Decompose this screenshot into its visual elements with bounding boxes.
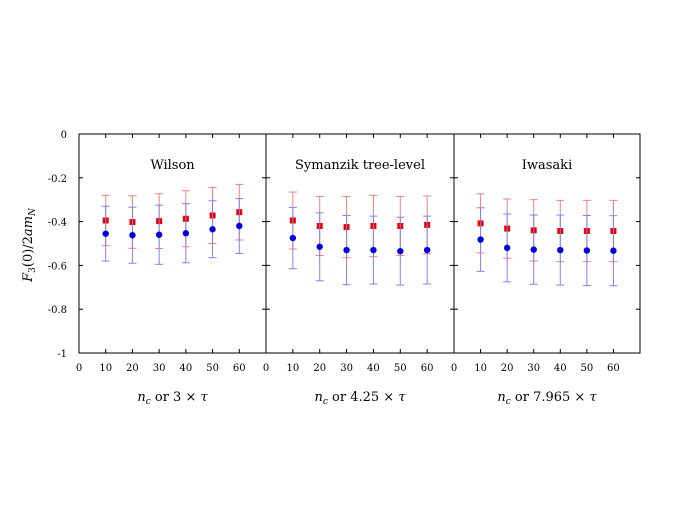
x-tick-label: 20 bbox=[313, 363, 326, 374]
y-tick-label: -1 bbox=[57, 349, 67, 360]
panel-frame bbox=[453, 133, 641, 354]
data-point-circle bbox=[129, 231, 136, 239]
x-tick-label: 40 bbox=[367, 363, 380, 374]
x-tick-label: 20 bbox=[501, 363, 514, 374]
x-tick-label: 0 bbox=[76, 363, 82, 374]
x-label-tau: τ bbox=[398, 390, 406, 405]
x-tick-label: 0 bbox=[263, 363, 269, 374]
x-axis-label: nc or 4.25 × τ bbox=[314, 390, 406, 407]
data-point-circle bbox=[236, 222, 243, 230]
y-tick-label: -0.8 bbox=[48, 305, 67, 316]
x-label-sub: c bbox=[506, 397, 511, 407]
x-label-var: n bbox=[314, 390, 322, 405]
x-label-var: n bbox=[497, 390, 505, 405]
y-label-am: am bbox=[21, 216, 36, 236]
y-label-F: F bbox=[21, 272, 36, 283]
x-tick-label: 50 bbox=[206, 363, 219, 374]
panel-3: 0 10 20 30 40 50 60 Iwasaki nc or 7.965 × τ bbox=[451, 133, 641, 407]
x-label-sub: c bbox=[323, 397, 328, 407]
data-point-circle bbox=[182, 230, 190, 237]
data-point-circle bbox=[155, 231, 163, 238]
panel-1: 0 10 20 30 40 50 60 0 -0.2 -0.4 -0.6 -0.8 -1 Wilson nc… bbox=[48, 130, 267, 407]
data-point-circle bbox=[102, 230, 109, 237]
data-point-circle bbox=[370, 246, 377, 254]
x-label-var: n bbox=[137, 390, 145, 405]
x-tick-label: 60 bbox=[421, 363, 434, 374]
x-tick-label: 30 bbox=[153, 363, 166, 374]
x-axis-label: nc or 3 × τ bbox=[137, 390, 208, 407]
y-label-subN: N bbox=[28, 207, 38, 217]
y-axis-label-text: F3(0)/2amN bbox=[21, 207, 38, 283]
data-point-circle bbox=[477, 236, 484, 243]
x-label-rest: or 4.25 × bbox=[328, 390, 398, 405]
x-tick-label: 10 bbox=[99, 363, 112, 374]
x-tick-label: 30 bbox=[527, 363, 540, 374]
x-tick-label: 0 bbox=[451, 363, 457, 374]
data-point-circle bbox=[316, 243, 323, 250]
x-label-sub: c bbox=[146, 397, 151, 407]
x-tick-label: 30 bbox=[340, 363, 353, 374]
x-tick-label: 50 bbox=[394, 363, 407, 374]
x-label-tau: τ bbox=[200, 390, 208, 405]
x-tick-label: 40 bbox=[179, 363, 192, 374]
x-tick-label: 40 bbox=[554, 363, 567, 374]
x-tick-label: 10 bbox=[474, 363, 487, 374]
x-tick-label: 60 bbox=[233, 363, 246, 374]
y-axis-label: F3(0)/2amN bbox=[21, 207, 38, 283]
data-point-circle bbox=[610, 247, 617, 254]
data-point-circle bbox=[343, 246, 350, 254]
x-axis-label: nc or 7.965 × τ bbox=[497, 390, 597, 407]
y-label-mid: (0)/2 bbox=[21, 236, 36, 267]
x-tick-label: 50 bbox=[580, 363, 593, 374]
y-label-sub3: 3 bbox=[28, 267, 38, 273]
panel-2: 0 10 20 30 40 50 60 Symanzik tree-level nc or 4.… bbox=[263, 133, 455, 407]
y-tick-label: -0.6 bbox=[48, 261, 67, 272]
panel-title: Symanzik tree-level bbox=[295, 158, 425, 173]
y-tick-label: -0.4 bbox=[48, 218, 67, 229]
x-label-rest: or 3 × bbox=[151, 390, 201, 405]
panel-title: Wilson bbox=[150, 158, 195, 173]
data-point-circle bbox=[530, 246, 537, 253]
data-point-circle bbox=[583, 247, 591, 254]
chart-panels: 0 10 20 30 40 50 600-0.2-0.4-0.6-0.8-1Wilsonnc… bbox=[48, 130, 641, 407]
x-label-tau: τ bbox=[589, 390, 597, 405]
data-point-circle bbox=[423, 246, 431, 254]
data-point-circle bbox=[209, 226, 216, 233]
data-point-circle bbox=[289, 234, 297, 242]
panel-title: Iwasaki bbox=[522, 158, 572, 173]
y-tick-label: -0.2 bbox=[48, 174, 67, 185]
data-point-circle bbox=[503, 244, 511, 252]
x-label-rest: or 7.965 × bbox=[511, 390, 590, 405]
x-tick-label: 10 bbox=[286, 363, 299, 374]
x-tick-label: 60 bbox=[607, 363, 620, 374]
y-tick-label: 0 bbox=[61, 130, 67, 141]
data-point-circle bbox=[557, 246, 564, 254]
x-tick-label: 20 bbox=[126, 363, 139, 374]
data-point-circle bbox=[397, 247, 404, 255]
